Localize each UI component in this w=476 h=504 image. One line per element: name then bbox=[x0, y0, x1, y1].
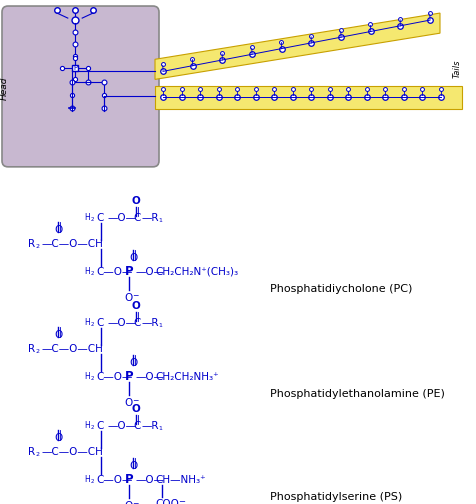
Text: O: O bbox=[132, 301, 140, 311]
Text: C—O—: C—O— bbox=[96, 475, 132, 485]
Text: —O—: —O— bbox=[107, 421, 136, 431]
Text: O: O bbox=[132, 404, 140, 414]
Text: 2: 2 bbox=[91, 425, 95, 430]
Text: C: C bbox=[133, 213, 140, 223]
Polygon shape bbox=[155, 86, 462, 108]
Text: H: H bbox=[84, 475, 90, 484]
Text: R: R bbox=[28, 447, 35, 457]
Text: Tails: Tails bbox=[453, 59, 462, 78]
Text: Phosphatidylethanolamine (PE): Phosphatidylethanolamine (PE) bbox=[270, 389, 445, 399]
Text: —C—O—CH: —C—O—CH bbox=[41, 344, 103, 354]
Text: O: O bbox=[124, 501, 132, 504]
Text: —O—: —O— bbox=[107, 213, 136, 223]
Text: O: O bbox=[124, 293, 132, 303]
Text: —R: —R bbox=[141, 318, 159, 328]
Text: —O—: —O— bbox=[135, 372, 164, 382]
Text: —O—: —O— bbox=[107, 318, 136, 328]
Text: —C—O—CH: —C—O—CH bbox=[41, 447, 103, 457]
Text: Phosphatidiycholone (PC): Phosphatidiycholone (PC) bbox=[270, 284, 412, 294]
Text: O: O bbox=[124, 398, 132, 408]
Text: C: C bbox=[133, 421, 140, 431]
Text: 2: 2 bbox=[36, 349, 40, 354]
Text: C: C bbox=[133, 318, 140, 328]
Text: O: O bbox=[132, 196, 140, 206]
Text: O: O bbox=[54, 433, 62, 443]
Text: 2: 2 bbox=[91, 217, 95, 222]
Text: H: H bbox=[84, 213, 90, 222]
Text: P: P bbox=[73, 66, 77, 72]
Text: CH—NH₃⁺: CH—NH₃⁺ bbox=[155, 475, 206, 485]
Text: 1: 1 bbox=[158, 324, 162, 329]
Text: −: − bbox=[178, 497, 185, 504]
Text: 2: 2 bbox=[36, 453, 40, 458]
Text: 2: 2 bbox=[91, 271, 95, 276]
Text: P: P bbox=[125, 473, 134, 486]
Text: —O—: —O— bbox=[135, 267, 164, 277]
FancyBboxPatch shape bbox=[2, 6, 159, 167]
Text: H: H bbox=[84, 421, 90, 430]
Text: O: O bbox=[54, 225, 62, 235]
Text: H: H bbox=[84, 319, 90, 328]
Text: C—O—: C—O— bbox=[96, 372, 132, 382]
Text: O: O bbox=[129, 358, 137, 368]
Text: 2: 2 bbox=[36, 244, 40, 249]
Text: 1: 1 bbox=[158, 218, 162, 223]
Text: Phosphatidylserine (PS): Phosphatidylserine (PS) bbox=[270, 492, 402, 502]
Text: H: H bbox=[84, 372, 90, 382]
Text: C: C bbox=[96, 318, 103, 328]
Polygon shape bbox=[155, 13, 440, 80]
Text: C: C bbox=[96, 213, 103, 223]
Text: C—O—: C—O— bbox=[96, 267, 132, 277]
Text: —O—: —O— bbox=[135, 475, 164, 485]
Text: 2: 2 bbox=[91, 479, 95, 484]
Text: R: R bbox=[28, 239, 35, 249]
Text: P: P bbox=[125, 266, 134, 278]
Text: −: − bbox=[132, 291, 139, 300]
Text: —R: —R bbox=[141, 213, 159, 223]
Text: O: O bbox=[129, 253, 137, 263]
Text: 2: 2 bbox=[91, 323, 95, 328]
Text: P: P bbox=[125, 370, 134, 384]
Text: O: O bbox=[54, 330, 62, 340]
Text: C: C bbox=[96, 421, 103, 431]
Text: R: R bbox=[28, 344, 35, 354]
Text: Head: Head bbox=[0, 77, 9, 100]
Text: H: H bbox=[84, 268, 90, 276]
Text: —C—O—CH: —C—O—CH bbox=[41, 239, 103, 249]
Text: 1: 1 bbox=[158, 426, 162, 431]
Text: −: − bbox=[132, 499, 139, 504]
Text: CH₂CH₂N⁺(CH₃)₃: CH₂CH₂N⁺(CH₃)₃ bbox=[155, 267, 238, 277]
Text: CH₂CH₂NH₃⁺: CH₂CH₂NH₃⁺ bbox=[155, 372, 218, 382]
Text: 2: 2 bbox=[91, 376, 95, 382]
Text: —R: —R bbox=[141, 421, 159, 431]
Text: COO: COO bbox=[155, 499, 179, 504]
Text: O: O bbox=[129, 461, 137, 471]
Text: −: − bbox=[132, 397, 139, 405]
